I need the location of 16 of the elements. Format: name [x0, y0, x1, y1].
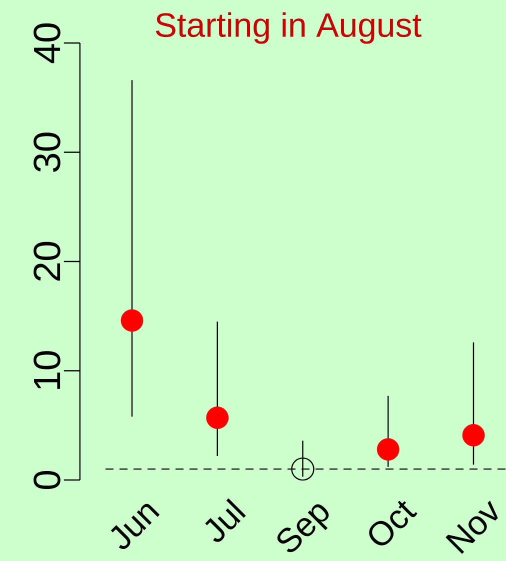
point: [206, 406, 229, 429]
chart-title: Starting in August: [156, 12, 422, 44]
x-tick-label: Jul: [205, 498, 246, 542]
x-tick-label: Sep: [277, 504, 329, 552]
point: [120, 309, 144, 332]
point: [291, 457, 314, 481]
x-tick-label: Nov: [446, 500, 498, 554]
point: [376, 438, 400, 461]
y-tick-label: 0: [34, 470, 60, 490]
y-tick-label: 40: [34, 23, 60, 64]
y-tick-label: 30: [34, 132, 60, 172]
x-tick-label: Jun: [110, 504, 160, 549]
point: [462, 424, 485, 446]
x-tick-label: Oct: [369, 500, 418, 546]
y-tick-label: 10: [34, 351, 60, 389]
y-tick-label: 20: [34, 242, 60, 281]
